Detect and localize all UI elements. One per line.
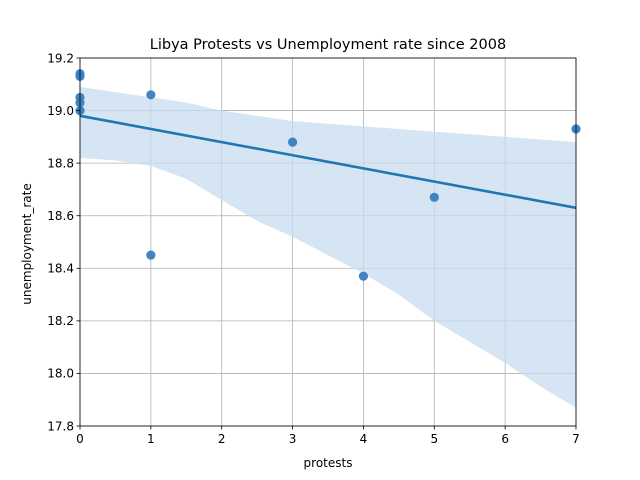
x-axis-label: protests: [304, 456, 353, 470]
y-tick-label: 17.8: [47, 419, 74, 433]
x-tick-label: 3: [289, 432, 297, 446]
data-point: [146, 250, 156, 260]
data-point: [146, 90, 156, 100]
regression-line-layer: [79, 114, 577, 210]
x-tick-label: 2: [218, 432, 226, 446]
points-layer: [75, 69, 581, 281]
data-point: [287, 137, 298, 147]
x-tick-label: 6: [501, 432, 509, 446]
chart-title: Libya Protests vs Unemployment rate sinc…: [150, 37, 506, 53]
y-tick-label: 19.2: [47, 51, 74, 65]
y-tick-label: 18.6: [47, 209, 74, 223]
x-tick-label: 0: [76, 432, 84, 446]
axes-border: [79, 57, 577, 427]
y-tick-label: 18.0: [47, 367, 74, 381]
y-tick-label: 19.0: [47, 104, 74, 118]
axes-frame: [79, 57, 577, 427]
x-tick-label: 1: [147, 432, 155, 446]
confidence-band: [80, 86, 576, 408]
confidence-band-layer: [80, 86, 576, 408]
y-tick-label: 18.2: [47, 314, 74, 328]
y-tick-label: 18.4: [47, 262, 74, 276]
x-tick-label: 5: [430, 432, 438, 446]
data-point: [358, 271, 369, 281]
x-axis-ticks: 0 1 2 3 4 5 6 7: [76, 426, 580, 446]
y-axis-ticks: 17.8 18.0 18.2 18.4 18.6 18.8 19.0 19.2: [47, 51, 80, 433]
y-tick-label: 18.8: [47, 156, 74, 170]
data-point: [429, 192, 439, 202]
x-tick-label: 4: [360, 432, 368, 446]
x-tick-label: 7: [572, 432, 580, 446]
regression-line: [79, 114, 577, 210]
y-axis-label: unemployment_rate: [20, 183, 34, 304]
